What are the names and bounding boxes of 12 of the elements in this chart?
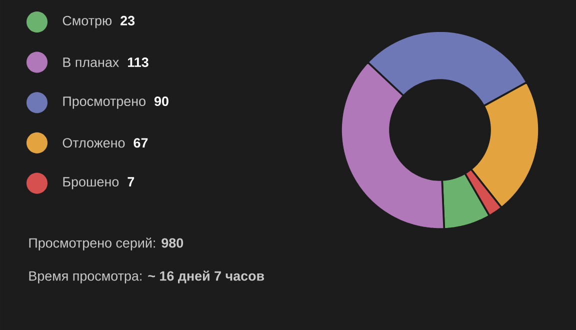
text: Просмотрено серий: 980 [29, 238, 184, 250]
legend-label: В планах [63, 58, 119, 68]
legend-label: Просмотрено [63, 96, 146, 109]
text: Время просмотра: ~ 16 дней 7 часов [29, 270, 264, 284]
data-label: 113 [128, 58, 148, 68]
legend-label: Смотрю [62, 16, 112, 28]
legend-label: Брошено [63, 177, 119, 190]
data-label: 67 [134, 138, 148, 148]
data-label: 7 [128, 177, 134, 186]
data-label: 23 [120, 16, 135, 26]
legend-label: Отложено [62, 138, 125, 148]
data-label: 90 [154, 96, 168, 106]
